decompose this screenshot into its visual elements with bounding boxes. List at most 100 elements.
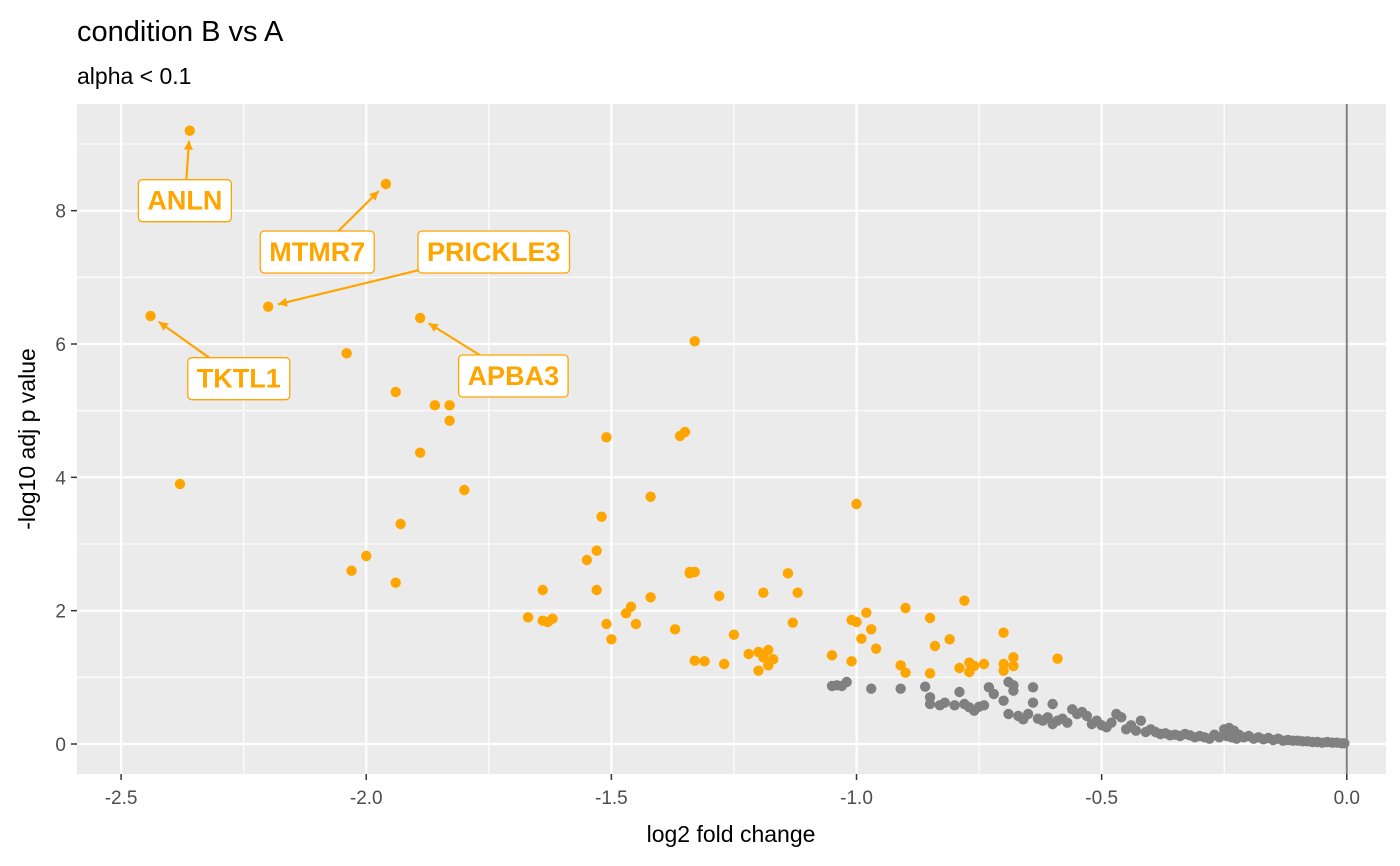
data-point (919, 681, 931, 692)
data-point (537, 615, 548, 626)
data-point (601, 618, 612, 630)
gene-label: TKTL1 (197, 364, 281, 394)
data-point (263, 301, 274, 312)
data-point (998, 665, 1009, 676)
data-point (900, 667, 911, 678)
data-point (522, 612, 534, 623)
y-tick-label: 2 (55, 602, 66, 623)
data-point (866, 624, 877, 635)
y-tick-label: 4 (55, 468, 66, 489)
x-tick-label: -2.0 (350, 788, 383, 809)
data-point (380, 178, 392, 190)
y-tick-label: 8 (55, 202, 66, 223)
data-point (459, 484, 470, 496)
data-point (949, 700, 960, 711)
data-point (1062, 717, 1073, 728)
data-point (689, 336, 700, 347)
data-point (753, 665, 764, 676)
data-point (782, 568, 794, 579)
gene-label: PRICKLE3 (427, 237, 561, 267)
data-point (924, 698, 936, 710)
data-point (929, 640, 941, 652)
data-point (1081, 710, 1093, 722)
data-point (1022, 708, 1034, 720)
data-point (699, 656, 710, 667)
data-point (1106, 717, 1117, 728)
data-point (1116, 712, 1127, 723)
data-point (591, 584, 602, 596)
gene-annotation: MTMR7 (259, 190, 380, 274)
data-point (851, 616, 862, 628)
data-point (630, 618, 642, 630)
grid-minor (77, 104, 1386, 774)
data-point (184, 125, 195, 136)
data-point (620, 608, 632, 619)
data-point (689, 655, 700, 666)
chart-subtitle: alpha < 0.1 (77, 63, 191, 89)
data-point (414, 312, 426, 324)
data-point (444, 400, 455, 411)
data-point (826, 650, 838, 661)
data-point (1027, 697, 1039, 708)
data-point (444, 415, 455, 426)
x-tick-label: 0.0 (1334, 788, 1360, 809)
data-point (895, 683, 906, 694)
data-point (591, 545, 602, 556)
data-point (856, 633, 867, 644)
data-point (390, 577, 401, 588)
annotation-segment (158, 320, 210, 359)
data-point (924, 612, 936, 624)
annotation-segment (277, 269, 419, 306)
data-point (728, 629, 740, 640)
gene-label-box (137, 179, 233, 223)
data-point (718, 658, 730, 670)
gene-annotations: ANLN MTMR7 PRICKLE3 TKTL1 APBA3 (137, 140, 571, 401)
annotation-arrowhead (277, 297, 288, 307)
data-points (145, 125, 1350, 749)
data-point (547, 613, 558, 624)
gene-label-box (259, 230, 375, 274)
data-point (537, 584, 548, 596)
data-point (1008, 680, 1019, 691)
data-point (1008, 652, 1019, 663)
data-point (1003, 708, 1014, 720)
data-point (758, 652, 769, 663)
x-tick-label: -2.5 (105, 788, 138, 809)
data-point (900, 602, 911, 614)
y-tick-label: 0 (55, 735, 66, 756)
annotation-arrowhead (158, 321, 169, 331)
gene-annotation: TKTL1 (158, 320, 291, 401)
data-point (998, 627, 1009, 638)
plot-panel (77, 104, 1386, 774)
annotation-segment (337, 190, 380, 232)
y-axis: 0 2 4 6 8 (55, 202, 77, 756)
data-point (939, 697, 950, 708)
gene-annotation: APBA3 (428, 322, 569, 398)
data-point (924, 668, 936, 679)
data-point (645, 592, 656, 603)
data-point (596, 511, 607, 522)
data-point (1027, 682, 1039, 693)
data-point (978, 658, 990, 670)
data-point (1052, 653, 1063, 664)
data-point (714, 590, 725, 602)
data-point (895, 660, 906, 671)
data-point (988, 688, 999, 700)
data-point (684, 568, 696, 579)
data-point (787, 617, 798, 628)
data-point (1130, 725, 1142, 736)
gene-label: APBA3 (468, 361, 560, 391)
gene-annotation: ANLN (137, 140, 233, 223)
data-point (866, 683, 877, 694)
x-tick-label: -0.5 (1085, 788, 1118, 809)
data-point (792, 587, 803, 598)
annotation-arrowhead (183, 140, 193, 150)
data-point (645, 491, 656, 502)
y-axis-title: -log10 adj p value (14, 348, 40, 530)
data-point (870, 643, 882, 654)
data-point (954, 686, 965, 698)
y-tick-label: 6 (55, 335, 66, 356)
data-point (390, 386, 401, 398)
data-point (944, 634, 955, 645)
data-point (968, 660, 980, 672)
